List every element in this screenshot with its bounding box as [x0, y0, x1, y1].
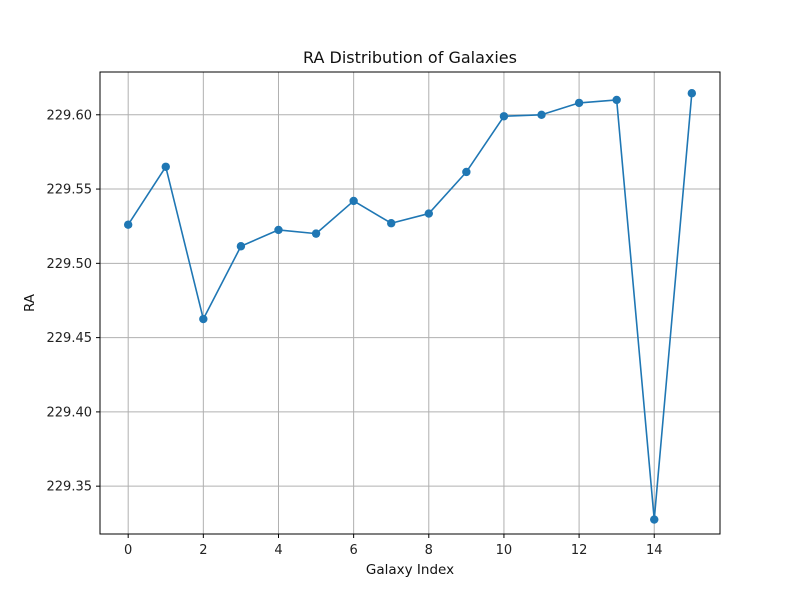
data-point [424, 209, 433, 218]
y-tick-label: 229.50 [47, 257, 93, 272]
data-point [537, 110, 546, 119]
data-point [687, 89, 697, 98]
data-point [123, 220, 133, 229]
data-point [311, 229, 321, 238]
y-axis-ticks: 229.35 229.40 229.45 229.50 229.55 229.60 [47, 108, 100, 495]
y-tick-label: 229.45 [47, 331, 93, 346]
x-axis-label: Galaxy Index [366, 562, 454, 578]
data-point [349, 196, 358, 206]
data-point [274, 225, 283, 235]
x-tick-label: 10 [496, 543, 513, 558]
y-tick-label: 229.60 [47, 108, 93, 123]
y-axis-label: RA [22, 293, 38, 312]
data-point [574, 98, 584, 108]
x-tick-label: 0 [124, 543, 132, 558]
series-line [127, 93, 693, 521]
x-tick-label: 6 [349, 543, 357, 558]
data-point [499, 112, 509, 121]
data-point [236, 242, 246, 251]
series-layer [123, 89, 697, 524]
chart-title: RA Distribution of Galaxies [303, 48, 517, 67]
data-point [161, 162, 170, 171]
x-tick-label: 4 [274, 543, 282, 558]
x-tick-label: 12 [571, 543, 588, 558]
x-tick-label: 2 [199, 543, 207, 558]
data-point [650, 515, 659, 524]
grid [100, 72, 720, 534]
data-point [387, 219, 396, 228]
y-tick-label: 229.55 [47, 183, 93, 198]
data-point [612, 95, 621, 105]
x-axis-ticks: 0 2 4 6 8 10 12 14 [124, 534, 663, 558]
y-tick-label: 229.35 [47, 480, 93, 495]
data-point [199, 314, 208, 324]
x-tick-label: 14 [646, 543, 663, 558]
y-tick-label: 229.40 [47, 405, 93, 420]
x-tick-label: 8 [425, 543, 433, 558]
data-point [462, 167, 471, 177]
plot-area-frame [99, 71, 721, 535]
